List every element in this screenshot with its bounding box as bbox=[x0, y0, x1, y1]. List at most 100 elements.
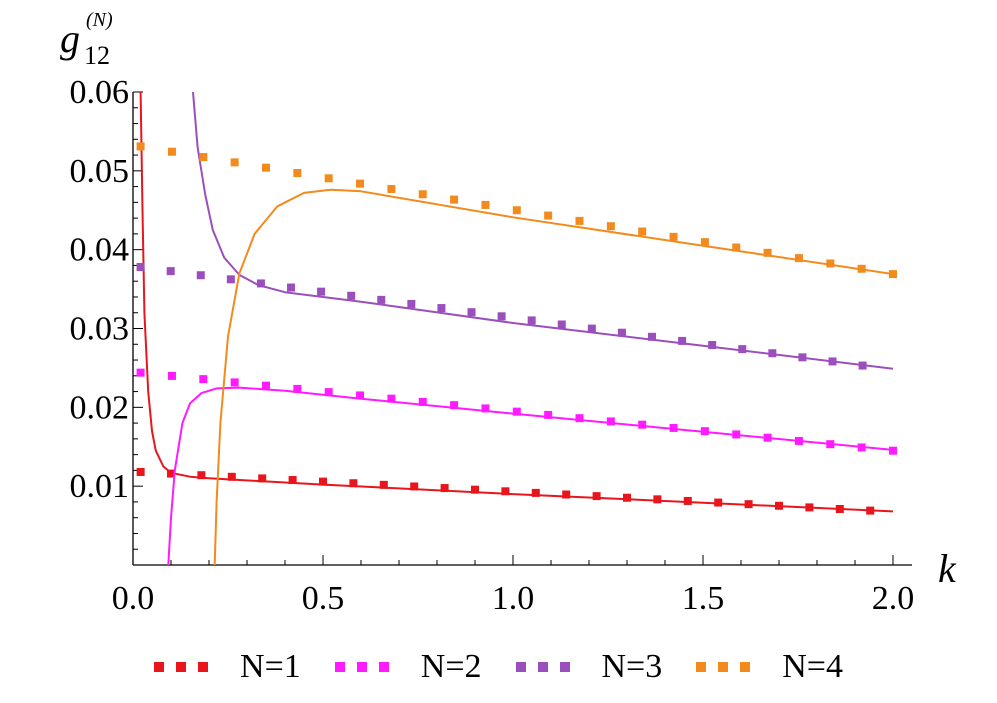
series-2-marker bbox=[136, 368, 145, 377]
series-4-marker bbox=[826, 259, 835, 268]
series-2-marker bbox=[356, 391, 365, 400]
series-4-marker bbox=[481, 200, 490, 209]
legend-label: N=2 bbox=[420, 648, 482, 685]
series-3-curve bbox=[192, 92, 894, 370]
series-4-marker bbox=[387, 184, 396, 193]
series-4-marker bbox=[732, 243, 741, 252]
plot-area bbox=[136, 92, 897, 565]
series-4-marker bbox=[575, 216, 584, 225]
series-3 bbox=[136, 92, 894, 370]
series-2-curve bbox=[167, 386, 894, 565]
legend-item-3: N=3 bbox=[515, 648, 663, 686]
series-3-marker bbox=[287, 283, 296, 292]
legend-swatch bbox=[696, 662, 761, 672]
series-1-marker bbox=[501, 487, 510, 496]
series-4-marker bbox=[418, 190, 427, 199]
series-4-marker bbox=[230, 158, 239, 167]
series-2-marker bbox=[324, 388, 333, 397]
series-3-marker bbox=[467, 308, 476, 317]
series-2-marker bbox=[262, 381, 270, 390]
legend-item-4: N=4 bbox=[696, 648, 843, 686]
series-1-marker bbox=[683, 496, 692, 505]
series-2-marker bbox=[293, 384, 302, 393]
series-3-marker bbox=[347, 291, 356, 300]
x-tick-label: 1.0 bbox=[492, 580, 535, 617]
y-axis-title: g 12 (N) bbox=[60, 9, 113, 70]
series-2-marker bbox=[512, 407, 521, 416]
x-title: k bbox=[938, 546, 957, 591]
x-tick-label: 2.0 bbox=[872, 580, 915, 617]
series-1-marker bbox=[653, 495, 662, 504]
series-4 bbox=[136, 142, 897, 565]
series-3-marker bbox=[527, 316, 536, 325]
legend-item-1: N=1 bbox=[154, 648, 301, 686]
series-2-marker bbox=[575, 414, 584, 423]
series-3-marker bbox=[557, 320, 566, 329]
series-2-marker bbox=[387, 394, 396, 403]
series-4-marker bbox=[512, 206, 521, 215]
series-1-marker bbox=[410, 482, 419, 491]
series-2 bbox=[136, 368, 897, 565]
series-3-marker bbox=[738, 345, 747, 354]
series-2-marker bbox=[450, 401, 459, 410]
series-4-marker bbox=[450, 195, 459, 204]
series-2-marker bbox=[481, 404, 490, 413]
series-2-marker bbox=[230, 378, 239, 387]
series-3-marker bbox=[497, 312, 506, 321]
series-1-marker bbox=[379, 480, 388, 489]
legend-item-2: N=2 bbox=[334, 648, 482, 686]
series-4-marker bbox=[700, 238, 709, 247]
series-1 bbox=[136, 92, 894, 515]
y-tick-label: 0.01 bbox=[70, 468, 130, 505]
series-3-marker bbox=[226, 275, 235, 284]
series-1-marker bbox=[197, 471, 206, 480]
series-1-marker bbox=[288, 476, 297, 485]
series-3-marker bbox=[317, 287, 326, 296]
y-tick-label: 0.06 bbox=[70, 74, 130, 111]
series-4-marker bbox=[889, 270, 897, 279]
x-tick-label: 1.5 bbox=[682, 580, 725, 617]
series-3-marker bbox=[617, 328, 626, 337]
series-2-marker bbox=[889, 446, 897, 455]
series-1-marker bbox=[471, 485, 479, 494]
series-2-marker bbox=[638, 420, 647, 429]
y-tick-label: 0.05 bbox=[70, 153, 130, 190]
series-1-marker bbox=[592, 492, 601, 501]
series-1-marker bbox=[562, 490, 571, 499]
series-1-marker bbox=[440, 484, 449, 493]
series-4-marker bbox=[544, 211, 553, 220]
series-2-marker bbox=[418, 397, 427, 406]
series-2-marker bbox=[199, 375, 208, 384]
series-1-curve bbox=[139, 92, 894, 513]
series-1-marker bbox=[227, 472, 236, 481]
series-2-marker bbox=[669, 423, 678, 432]
series-4-marker bbox=[199, 153, 208, 162]
legend-swatch bbox=[154, 662, 219, 672]
x-tick-label: 0.5 bbox=[302, 580, 345, 617]
legend-label: N=4 bbox=[782, 648, 843, 685]
series-3-marker bbox=[708, 341, 717, 350]
legend-label: N=3 bbox=[601, 648, 663, 685]
series-4-marker bbox=[763, 248, 772, 257]
series-3-marker bbox=[377, 295, 386, 304]
series-1-marker bbox=[136, 467, 145, 476]
series-3-marker bbox=[678, 336, 687, 345]
y-tick-label: 0.03 bbox=[70, 311, 130, 348]
x-axis-title: k bbox=[938, 546, 957, 591]
series-4-marker bbox=[262, 163, 270, 172]
y-tick-label: 0.04 bbox=[70, 232, 130, 269]
chart-canvas: g 12 (N) k 0.0 0.5 1.0 1.5 2.0 0.01 0.02 0.03 0.04… bbox=[60, 9, 957, 617]
series-4-marker bbox=[638, 227, 647, 236]
series-3-marker bbox=[648, 332, 657, 341]
series-1-marker bbox=[623, 493, 631, 502]
series-4-curve bbox=[213, 188, 894, 565]
series-4-marker bbox=[293, 169, 302, 178]
x-tick-label: 0.0 bbox=[112, 580, 155, 617]
series-2-marker bbox=[544, 410, 553, 419]
series-3-marker bbox=[196, 271, 205, 280]
series-2-marker bbox=[606, 417, 615, 426]
series-3-marker bbox=[437, 304, 446, 313]
series-4-marker bbox=[606, 222, 615, 231]
series-4-marker bbox=[356, 179, 365, 188]
series-3-marker bbox=[587, 324, 596, 333]
